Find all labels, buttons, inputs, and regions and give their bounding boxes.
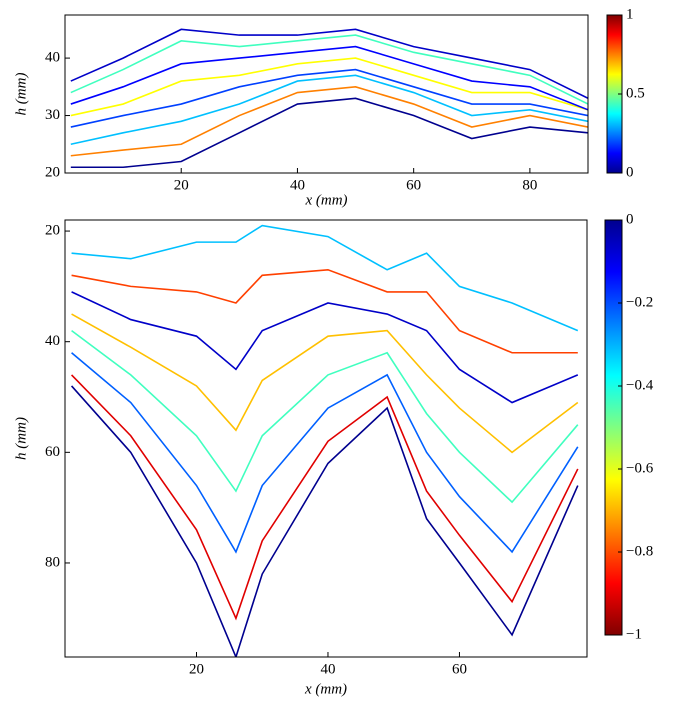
colorbar-tick-label: 1 (626, 6, 634, 22)
colorbar (604, 219, 623, 636)
trace (71, 313, 579, 454)
trace (70, 86, 588, 157)
y-tick-label: 30 (45, 107, 60, 123)
y-axis-label: h (mm) (13, 417, 29, 460)
x-tick-label: 20 (174, 177, 189, 193)
trace (70, 68, 588, 128)
trace (70, 34, 588, 105)
trace (71, 291, 579, 404)
axes-frame (64, 219, 588, 658)
colorbar-tick-label: −0.2 (626, 294, 653, 310)
x-tick-label: 40 (320, 661, 335, 677)
colorbar-tick-label: 0 (626, 164, 634, 180)
trace (70, 97, 588, 169)
y-tick-label: 80 (45, 554, 60, 570)
y-tick-label: 40 (45, 333, 60, 349)
plot-area (65, 220, 587, 657)
y-tick-label: 20 (45, 164, 60, 180)
x-axis-label: x (mm) (304, 192, 347, 208)
x-tick-label: 60 (452, 661, 467, 677)
trace (71, 374, 579, 621)
trace (70, 74, 588, 146)
colorbar-tick-label: −0.6 (626, 460, 654, 476)
trace (71, 268, 578, 354)
colorbar-tick-label: −0.4 (626, 377, 654, 393)
axes-frame (64, 14, 589, 174)
y-axis-label: h (mm) (13, 73, 29, 116)
y-tick-label: 20 (45, 223, 60, 239)
x-tick-label: 20 (189, 661, 204, 677)
x-tick-label: 60 (406, 177, 421, 193)
trace (71, 224, 579, 332)
y-tick-label: 40 (45, 50, 60, 66)
trace (71, 352, 579, 554)
trace (70, 28, 588, 100)
colorbar-tick-label: −1 (626, 626, 642, 642)
colorbar-tick-label: 0 (626, 211, 634, 227)
x-axis-label: x (mm) (304, 681, 347, 697)
x-tick-label: 40 (290, 177, 305, 193)
trace (70, 385, 579, 657)
trace (70, 57, 588, 117)
y-tick-label: 60 (45, 444, 60, 460)
colorbar-tick-label: 0.5 (626, 85, 645, 101)
trace (70, 45, 588, 111)
trace (71, 329, 579, 504)
lines (70, 224, 579, 657)
x-tick-label: 80 (522, 177, 537, 193)
lines (70, 28, 588, 169)
colorbar-tick-label: −0.8 (626, 543, 653, 559)
